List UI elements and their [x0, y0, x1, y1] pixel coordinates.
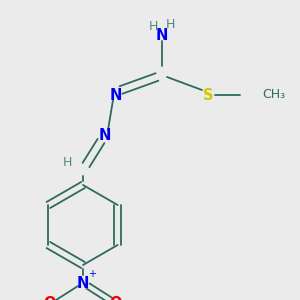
Text: H: H	[148, 20, 158, 34]
Text: O: O	[44, 296, 56, 300]
Text: N: N	[77, 275, 89, 290]
Text: H: H	[165, 19, 175, 32]
Text: S: S	[203, 88, 213, 103]
Text: N: N	[156, 28, 168, 43]
Text: N: N	[110, 88, 122, 103]
Text: O: O	[110, 296, 122, 300]
Text: CH₃: CH₃	[262, 88, 285, 101]
Text: H: H	[62, 155, 72, 169]
Text: +: +	[88, 269, 96, 279]
Text: N: N	[99, 128, 111, 142]
